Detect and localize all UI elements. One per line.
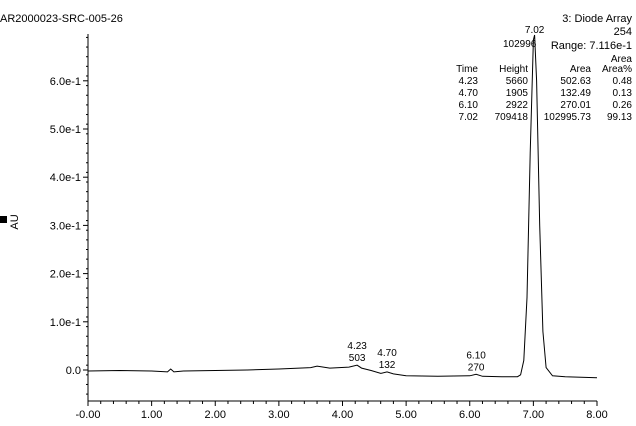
table-cell: 5660 bbox=[506, 76, 529, 87]
peak-area-label: 503 bbox=[349, 353, 366, 364]
peak-time-label: 4.23 bbox=[347, 341, 367, 352]
table-header: Area bbox=[570, 64, 592, 75]
y-tick-label: 5.0e-1 bbox=[50, 124, 81, 136]
y-tick-label: 0.0 bbox=[66, 365, 81, 377]
table-cell: 709418 bbox=[495, 112, 529, 123]
table-header: Height bbox=[499, 64, 528, 75]
table-cell: 4.23 bbox=[459, 76, 479, 87]
wavelength-label: 254 bbox=[614, 26, 632, 38]
peak-area-label: 102996 bbox=[503, 39, 537, 50]
table-cell: 99.13 bbox=[607, 112, 632, 123]
x-tick-label: 1.00 bbox=[141, 409, 162, 421]
table-cell: 502.63 bbox=[560, 76, 591, 87]
y-axis-square-marker bbox=[0, 216, 7, 223]
peak-time-label: 4.70 bbox=[377, 348, 397, 359]
chromatogram-trace bbox=[87, 34, 598, 379]
x-tick-label: 5.00 bbox=[395, 409, 416, 421]
axes: 0.0 1.0e-1 2.0e-1 3.0e-1 4.0e-1 5.0e-1 6.0e-1 -… bbox=[50, 34, 608, 421]
peak-area-label: 270 bbox=[468, 362, 485, 373]
x-tick-label: 3.00 bbox=[268, 409, 289, 421]
y-tick-label: 2.0e-1 bbox=[50, 269, 81, 281]
peak-table: Area Time Height Area Area%4.23 5660 502.63 0.… bbox=[456, 54, 632, 123]
table-cell: 270.01 bbox=[560, 100, 591, 111]
peak-time-label: 7.02 bbox=[525, 25, 545, 36]
table-cell: 132.49 bbox=[560, 88, 591, 99]
y-tick-label: 4.0e-1 bbox=[50, 172, 81, 184]
x-tick-label: 8.00 bbox=[586, 409, 607, 421]
x-tick-label: 7.00 bbox=[523, 409, 544, 421]
table-cell: 1905 bbox=[506, 88, 529, 99]
sample-id: AR2000023-SRC-005-26 bbox=[0, 13, 123, 25]
table-cell: 4.70 bbox=[459, 88, 479, 99]
x-tick-label: 4.00 bbox=[332, 409, 353, 421]
table-cell: 0.48 bbox=[613, 76, 633, 87]
table-cell: 0.13 bbox=[613, 88, 633, 99]
y-axis-label: AU bbox=[9, 214, 21, 229]
y-tick-label: 1.0e-1 bbox=[50, 317, 81, 329]
peak-time-label: 6.10 bbox=[466, 350, 486, 361]
table-cell: 0.26 bbox=[613, 100, 633, 111]
range-label: Range: 7.116e-1 bbox=[551, 40, 632, 52]
table-cell: 6.10 bbox=[459, 100, 479, 111]
y-tick-label: 6.0e-1 bbox=[50, 76, 81, 88]
detector-label: 3: Diode Array bbox=[562, 13, 632, 25]
x-tick-label: 6.00 bbox=[459, 409, 480, 421]
x-tick-label: -0.00 bbox=[75, 409, 100, 421]
y-tick-label: 3.0e-1 bbox=[50, 220, 81, 232]
table-header: Area% bbox=[602, 64, 632, 75]
table-cell: 102995.73 bbox=[544, 112, 592, 123]
peak-area-label: 132 bbox=[379, 360, 396, 371]
table-header: Time bbox=[456, 64, 478, 75]
x-tick-label: 2.00 bbox=[205, 409, 226, 421]
table-area-header-top: Area bbox=[611, 54, 633, 65]
table-cell: 7.02 bbox=[459, 112, 479, 123]
table-cell: 2922 bbox=[506, 100, 529, 111]
